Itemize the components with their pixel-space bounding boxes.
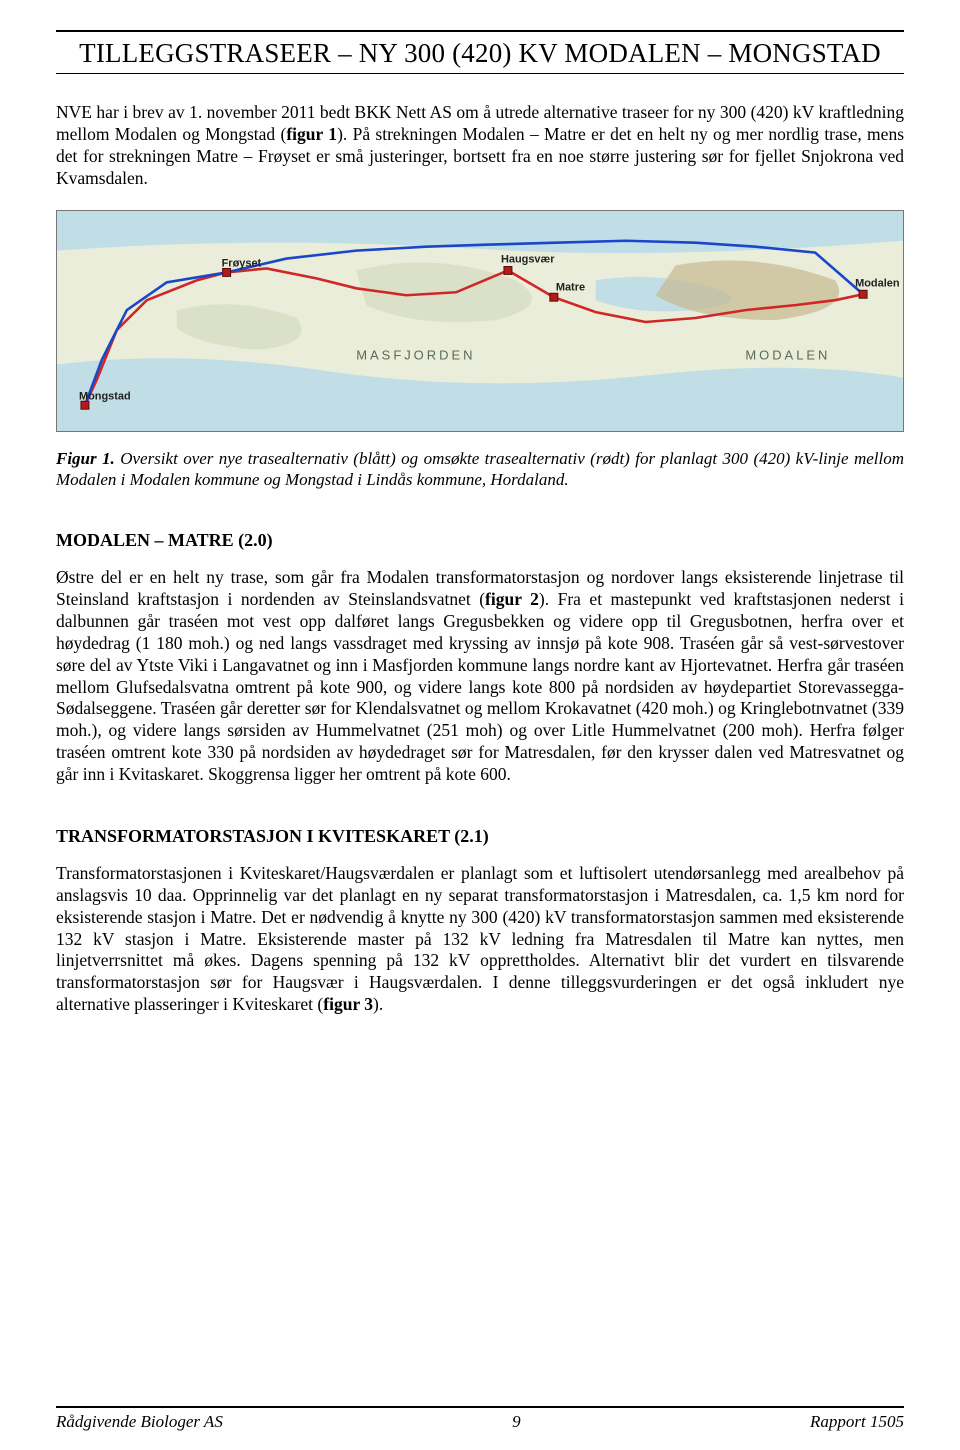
section2-paragraph: Transformatorstasjonen i Kviteskaret/Hau… — [56, 863, 904, 1016]
figure1-caption: Figur 1. Oversikt over nye trasealternat… — [56, 448, 904, 491]
footer-row: Rådgivende Biologer AS 9 Rapport 1505 — [56, 1412, 904, 1432]
svg-text:MODALEN: MODALEN — [745, 347, 830, 362]
svg-text:Matre: Matre — [556, 281, 585, 293]
page-title: TILLEGGSTRASEER – NY 300 (420) KV MODALE… — [56, 32, 904, 73]
map-svg: Frøyset Haugsvær Matre Modalen Mongstad MASFJ… — [57, 211, 903, 431]
svg-text:Modalen: Modalen — [855, 277, 899, 289]
svg-text:Haugsvær: Haugsvær — [501, 253, 555, 265]
section1-fig-ref: figur 2 — [485, 589, 539, 609]
intro-paragraph: NVE har i brev av 1. november 2011 bedt … — [56, 102, 904, 190]
section1-text-b: ). Fra et mastepunkt ved kraftstasjonen … — [56, 589, 904, 784]
section1-paragraph: Østre del er en helt ny trase, som går f… — [56, 567, 904, 786]
intro-fig-ref: figur 1 — [286, 124, 337, 144]
caption-rest: Oversikt over nye trasealternativ (blått… — [56, 449, 904, 489]
svg-text:Frøyset: Frøyset — [222, 257, 262, 269]
document-page: TILLEGGSTRASEER – NY 300 (420) KV MODALE… — [0, 0, 960, 1450]
footer-rule — [56, 1406, 904, 1408]
overview-map: Frøyset Haugsvær Matre Modalen Mongstad MASFJ… — [56, 210, 904, 432]
footer-right: Rapport 1505 — [810, 1412, 904, 1432]
section2-heading: TRANSFORMATORSTASJON I KVITESKARET (2.1) — [56, 826, 904, 847]
page-footer: Rådgivende Biologer AS 9 Rapport 1505 — [56, 1406, 904, 1432]
svg-text:MASFJORDEN: MASFJORDEN — [356, 347, 475, 362]
caption-lead: Figur 1. — [56, 449, 115, 468]
section2-text-b: ). — [373, 994, 383, 1014]
section2-text-a: Transformatorstasjonen i Kviteskaret/Hau… — [56, 863, 904, 1014]
footer-page-number: 9 — [512, 1412, 521, 1432]
svg-text:Mongstad: Mongstad — [79, 390, 131, 402]
section1-heading: MODALEN – MATRE (2.0) — [56, 530, 904, 551]
footer-left: Rådgivende Biologer AS — [56, 1412, 223, 1432]
section2-fig-ref: figur 3 — [323, 994, 373, 1014]
title-under-rule — [56, 73, 904, 75]
